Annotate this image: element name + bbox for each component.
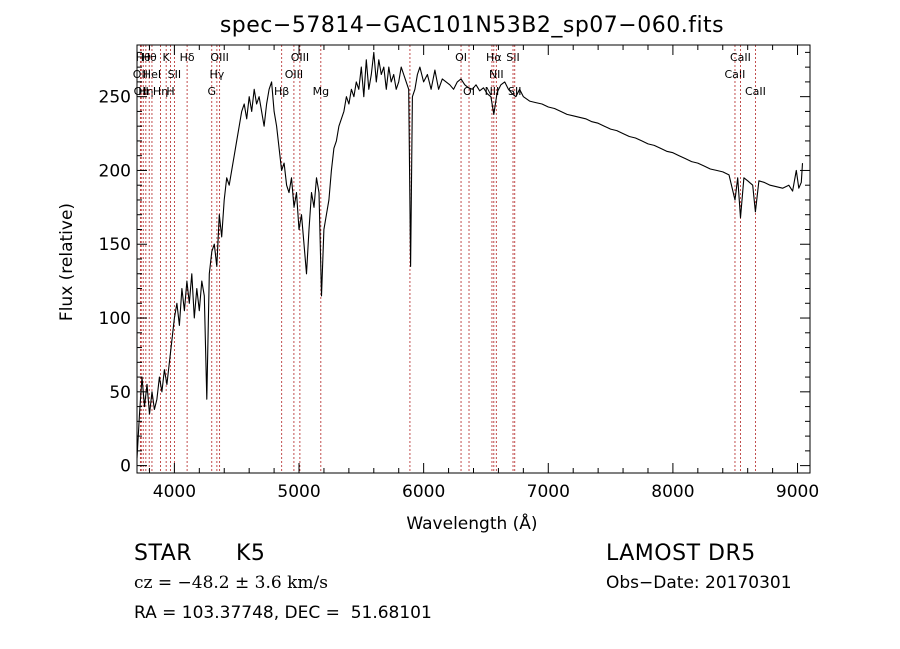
marker-label: Hη [153, 85, 168, 98]
marker-label: SII [168, 68, 181, 81]
spectral-subclass: K5 [236, 541, 266, 566]
y-tick-label: 100 [99, 309, 131, 329]
marker-label: HeI [143, 68, 161, 81]
y-tick-label: 200 [99, 161, 131, 181]
marker-label: OIII [291, 51, 309, 64]
marker-label: SII [506, 51, 519, 64]
marker-label: Mg [313, 85, 329, 98]
x-tick-label: 7000 [527, 482, 570, 502]
plot-frame [136, 44, 811, 474]
survey-name: LAMOST DR5 [606, 541, 756, 566]
x-tick-label: 9000 [776, 482, 819, 502]
marker-label: CaII [730, 51, 751, 64]
marker-label: OIII [210, 51, 228, 64]
y-tick-label: 0 [120, 457, 131, 477]
marker-label: H [166, 85, 174, 98]
marker-label: CaII [745, 85, 766, 98]
y-tick-label: 50 [109, 383, 131, 403]
x-tick-label: 6000 [402, 482, 445, 502]
marker-label: Hθ [136, 51, 151, 64]
object-class: STAR [134, 541, 193, 566]
marker-label: G [208, 85, 217, 98]
spectrum-line [136, 51, 804, 459]
marker-label: Hβ [274, 85, 289, 98]
x-axis-label: Wavelength (Å) [406, 512, 537, 534]
marker-label: OI [463, 85, 475, 98]
marker-label: OI [455, 51, 467, 64]
emission-line-markers: OIIOIIHθHηHθHeIHηKHSIIHδGHγOIIIHβOIIIOII… [133, 45, 766, 473]
marker-label: Hη [138, 85, 153, 98]
marker-label: Hθ [142, 51, 157, 64]
observation-date: Obs−Date: 20170301 [606, 573, 792, 593]
marker-label: Hγ [209, 68, 224, 81]
x-axis-ticks: 4000 5000 6000 7000 8000 9000 [148, 45, 819, 502]
redshift-value: cz = −48.2 ± 3.6 km/s [134, 573, 328, 593]
y-tick-label: 250 [99, 88, 131, 108]
y-axis-ticks: 0 50 100 150 200 250 [99, 51, 810, 477]
chart-title: spec−57814−GAC101N53B2_sp07−060.fits [220, 13, 724, 38]
coordinates: RA = 103.37748, DEC = 51.68101 [134, 603, 432, 623]
marker-label: CaII [725, 68, 746, 81]
marker-label: K [163, 51, 171, 64]
marker-label: Hδ [180, 51, 195, 64]
marker-label: NII [489, 68, 504, 81]
marker-label: OIII [285, 68, 303, 81]
x-tick-label: 5000 [277, 482, 320, 502]
marker-label: Hα [486, 51, 502, 64]
y-axis-label: Flux (relative) [57, 203, 77, 321]
y-tick-label: 150 [99, 235, 131, 255]
marker-label: SII [508, 85, 521, 98]
x-tick-label: 4000 [153, 482, 196, 502]
x-tick-label: 8000 [651, 482, 694, 502]
